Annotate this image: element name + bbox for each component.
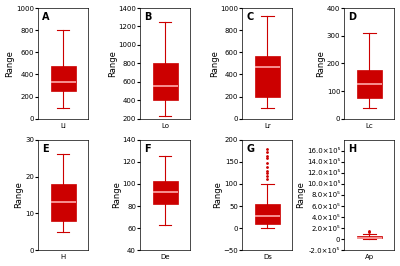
Y-axis label: Range: Range: [112, 181, 121, 208]
Y-axis label: Range: Range: [6, 50, 14, 77]
Y-axis label: Range: Range: [108, 50, 117, 77]
Text: A: A: [42, 13, 50, 23]
Text: B: B: [144, 13, 152, 23]
Text: C: C: [246, 13, 254, 23]
Text: D: D: [348, 13, 356, 23]
Y-axis label: Range: Range: [296, 181, 306, 208]
PathPatch shape: [51, 66, 76, 91]
Text: G: G: [246, 144, 254, 154]
PathPatch shape: [153, 63, 178, 100]
Text: H: H: [348, 144, 356, 154]
Y-axis label: Range: Range: [316, 50, 325, 77]
PathPatch shape: [51, 184, 76, 221]
Text: F: F: [144, 144, 151, 154]
PathPatch shape: [255, 56, 280, 97]
PathPatch shape: [357, 70, 382, 98]
Y-axis label: Range: Range: [210, 50, 219, 77]
PathPatch shape: [153, 181, 178, 204]
PathPatch shape: [357, 236, 382, 238]
Y-axis label: Range: Range: [213, 181, 222, 208]
Text: E: E: [42, 144, 49, 154]
PathPatch shape: [255, 204, 280, 224]
Y-axis label: Range: Range: [14, 181, 24, 208]
